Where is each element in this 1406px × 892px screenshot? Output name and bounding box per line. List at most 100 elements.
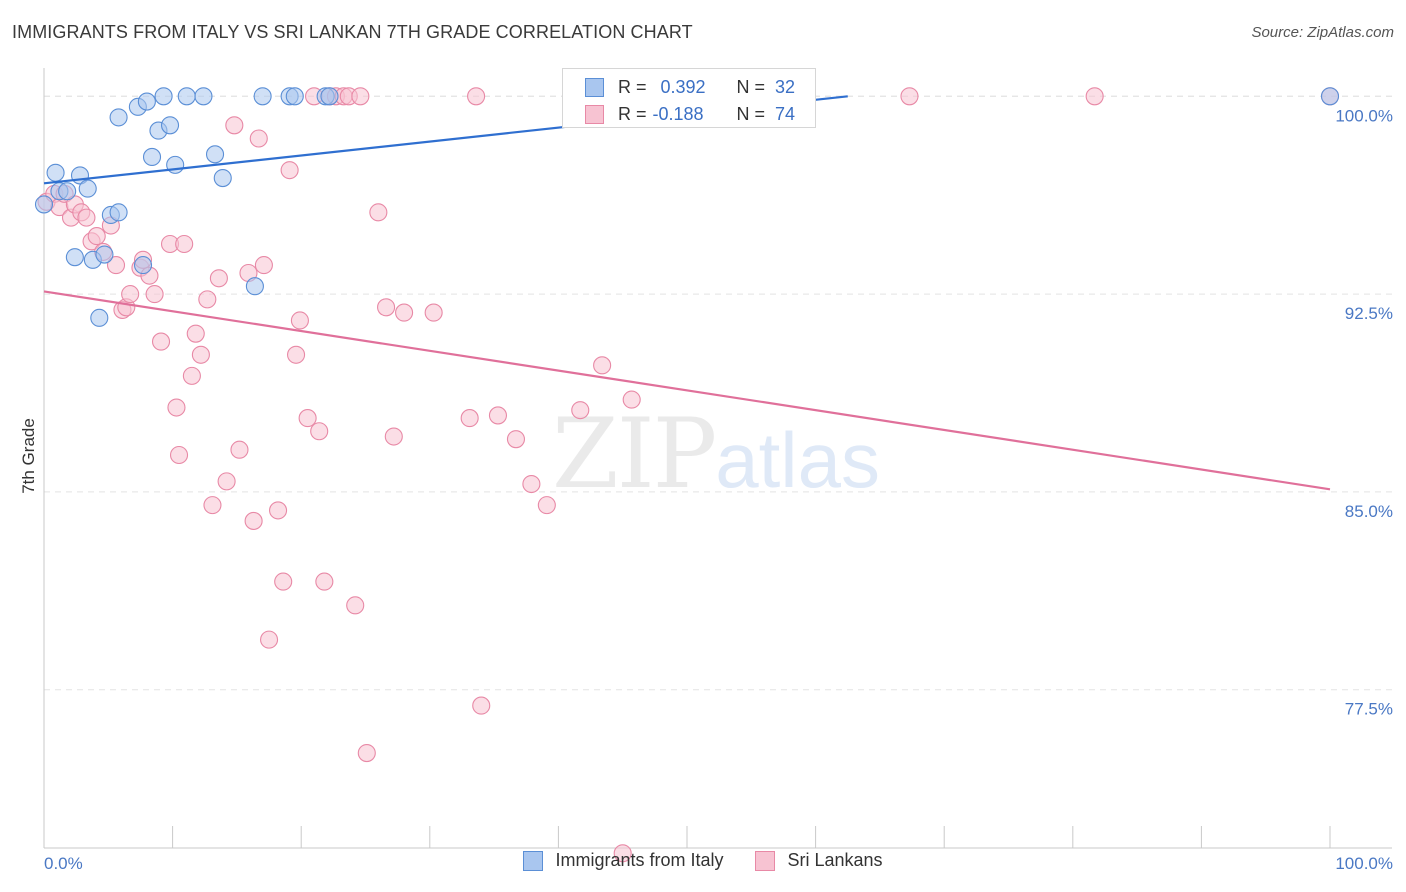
data-point — [274, 572, 293, 591]
legend-item-sri-lankans[interactable]: Sri Lankans — [755, 850, 883, 871]
axis-layer — [43, 68, 1392, 849]
data-point — [285, 87, 304, 106]
data-point — [254, 256, 273, 275]
data-point — [351, 87, 370, 106]
legend-r-label: R = — [618, 76, 647, 97]
data-point — [142, 147, 162, 167]
data-point — [269, 501, 288, 520]
data-point — [175, 234, 194, 254]
data-point — [169, 445, 189, 465]
data-point — [182, 366, 201, 385]
legend-n-label: N = — [736, 76, 766, 97]
data-point — [133, 256, 153, 275]
legend-swatch-sri-lankans — [585, 104, 604, 124]
legend-swatch-italy — [523, 850, 544, 871]
data-point — [310, 422, 329, 441]
data-point — [58, 182, 77, 201]
y-tick-label: 92.5% — [1345, 304, 1393, 323]
y-tick-label: 100.0% — [1335, 106, 1393, 125]
data-point — [225, 116, 244, 135]
data-point — [230, 440, 249, 459]
legend-r-value: -0.188 — [652, 103, 704, 124]
y-axis-title: 7th Grade — [19, 418, 38, 494]
series-italy-points — [34, 87, 1340, 327]
data-point — [109, 203, 128, 222]
legend-r-label: R = — [618, 103, 647, 124]
data-point — [1085, 87, 1104, 106]
legend-n-label: N = — [736, 103, 766, 124]
data-point — [290, 311, 309, 330]
data-point — [209, 269, 228, 288]
data-point — [87, 227, 106, 246]
data-point — [34, 195, 54, 214]
data-point — [77, 208, 96, 227]
data-point — [315, 572, 334, 591]
data-point — [280, 161, 299, 180]
data-point — [198, 290, 217, 309]
trend-layer — [43, 95, 1331, 491]
legend-swatch-italy — [585, 77, 604, 97]
data-point — [460, 409, 479, 428]
data-point — [46, 163, 65, 182]
data-point — [244, 511, 263, 530]
data-point — [472, 696, 491, 715]
data-point — [249, 129, 268, 148]
data-point — [467, 87, 486, 106]
correlation-legend: R = 0.392 N = 32 R = -0.188 N = 74 — [562, 68, 816, 128]
data-point — [287, 345, 306, 364]
data-point — [613, 844, 632, 863]
data-point — [154, 87, 173, 106]
data-point — [137, 92, 156, 111]
data-point — [95, 245, 114, 264]
data-point — [245, 277, 264, 296]
legend-row-italy: R = 0.392 N = 32 — [585, 75, 795, 99]
trend-line — [43, 290, 1331, 491]
data-point — [177, 87, 196, 106]
data-point — [593, 356, 612, 375]
chart-source: Source: ZipAtlas.com — [1251, 24, 1394, 41]
data-point — [298, 409, 317, 428]
data-point — [205, 145, 225, 164]
series-legend: Immigrants from Italy Sri Lankans — [0, 850, 1406, 871]
legend-n-value: 74 — [775, 103, 796, 124]
data-point — [488, 406, 508, 425]
data-point — [203, 496, 222, 515]
data-point — [194, 87, 213, 106]
data-point — [377, 298, 396, 317]
data-point — [900, 87, 919, 106]
data-point — [167, 398, 186, 417]
data-point — [65, 248, 84, 267]
chart-title: IMMIGRANTS FROM ITALY VS SRI LANKAN 7TH … — [12, 22, 693, 42]
series-sri-lankans-points — [37, 87, 1340, 863]
grid-layer — [44, 95, 1392, 691]
data-point — [191, 345, 210, 364]
watermark: ZIPatlas — [552, 398, 880, 510]
legend-label-sri-lankans: Sri Lankans — [787, 850, 883, 870]
data-point — [121, 285, 140, 304]
data-point — [369, 203, 388, 222]
y-tick-label: 77.5% — [1345, 700, 1393, 719]
data-point — [253, 87, 272, 106]
data-point — [90, 308, 109, 327]
data-point — [213, 169, 232, 188]
legend-item-italy[interactable]: Immigrants from Italy — [523, 850, 723, 871]
watermark-part-b: atlas — [715, 416, 880, 504]
data-point — [106, 256, 126, 275]
data-point — [320, 87, 339, 106]
data-point — [259, 630, 279, 649]
data-point — [1320, 87, 1340, 106]
data-point — [424, 303, 443, 322]
data-point — [109, 108, 128, 127]
data-point — [357, 743, 376, 763]
legend-r-value: 0.392 — [660, 76, 706, 97]
y-tick-label: 85.0% — [1345, 502, 1393, 521]
data-point — [571, 401, 590, 420]
data-point — [395, 303, 414, 322]
data-point — [522, 474, 541, 494]
data-point — [622, 390, 641, 409]
legend-n-value: 32 — [775, 76, 796, 97]
x-tick-label: 100.0% — [1335, 854, 1393, 873]
data-point — [384, 427, 403, 446]
data-point — [217, 472, 236, 491]
